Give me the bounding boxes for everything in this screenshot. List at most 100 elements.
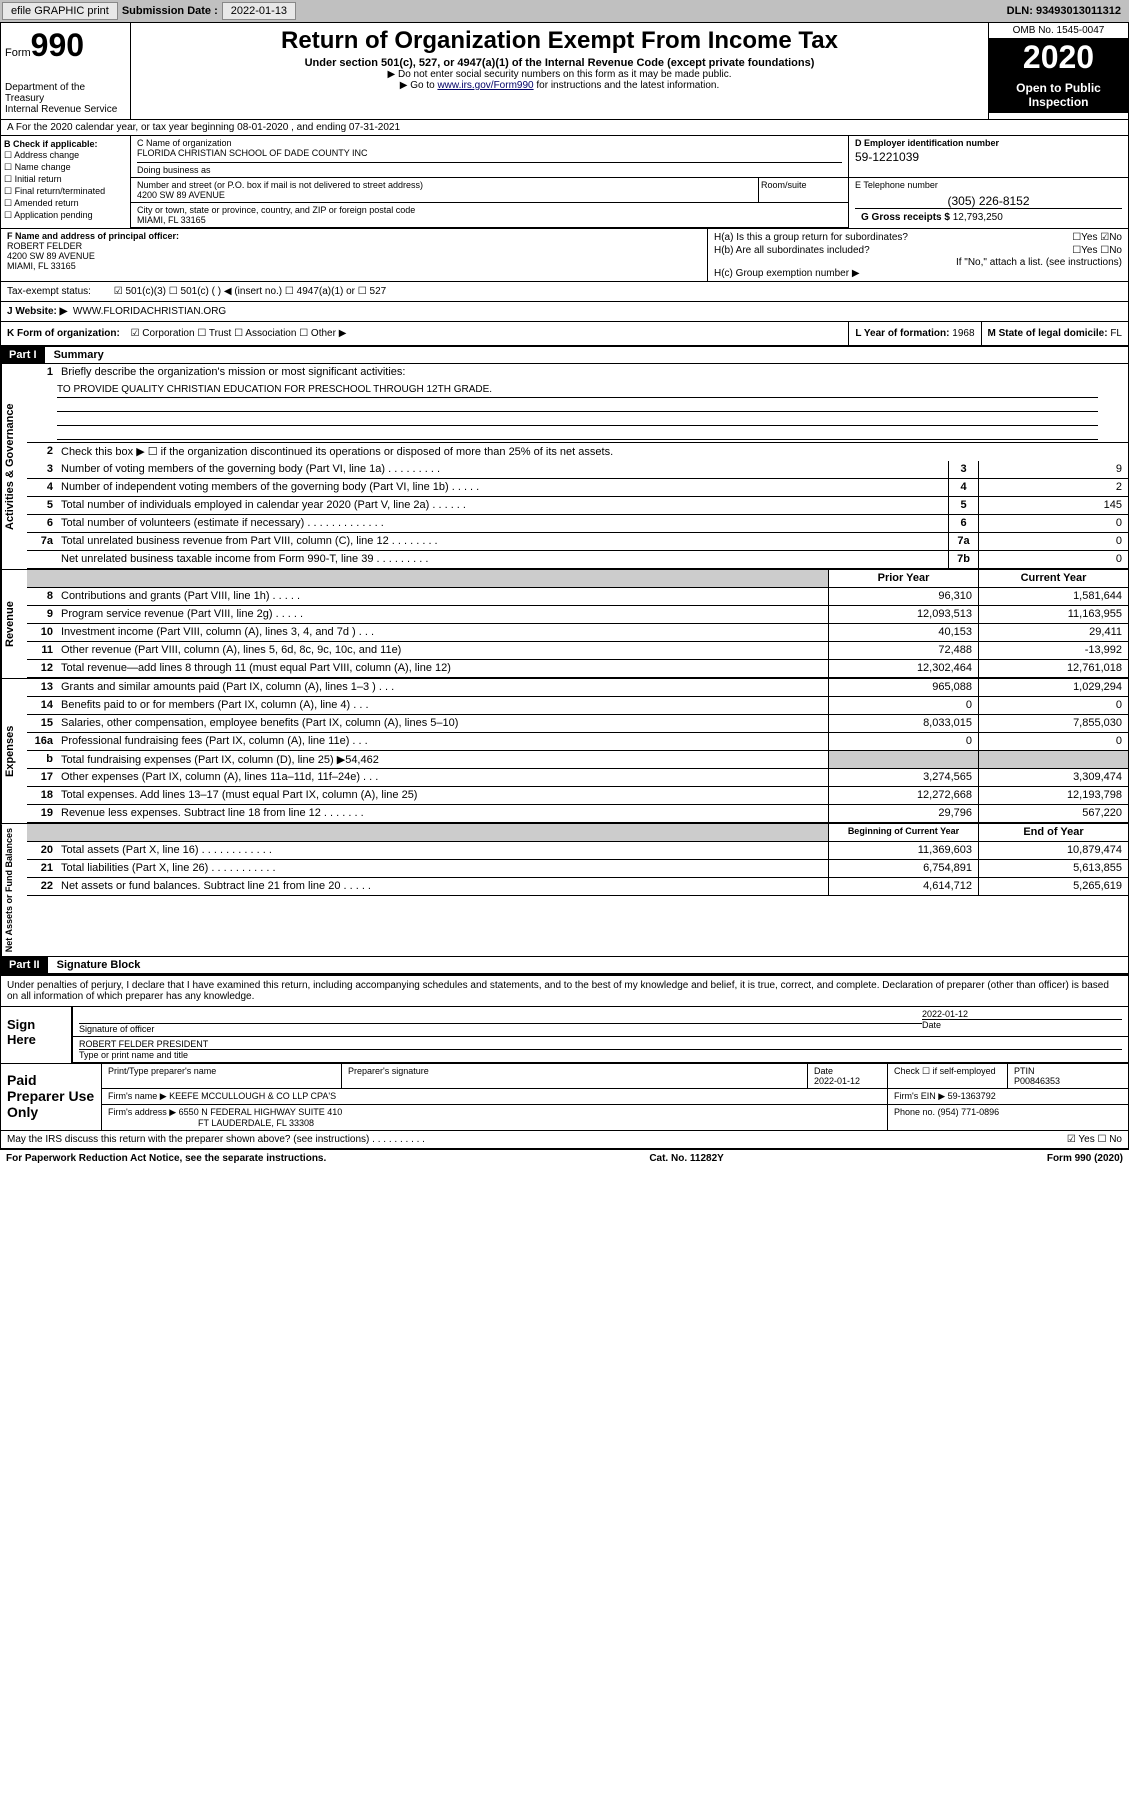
side-governance: Activities & Governance <box>1 364 27 569</box>
l11-cy: -13,992 <box>978 642 1128 659</box>
l5-text: Total number of individuals employed in … <box>57 497 948 514</box>
l18-py: 12,272,668 <box>828 787 978 804</box>
l5-val: 145 <box>978 497 1128 514</box>
gross-value: 12,793,250 <box>953 212 1003 223</box>
l17-cy: 3,309,474 <box>978 769 1128 786</box>
phone-value: (305) 226-8152 <box>855 194 1122 208</box>
l10-py: 40,153 <box>828 624 978 641</box>
l7a-val: 0 <box>978 533 1128 550</box>
firm-phone: (954) 771-0896 <box>938 1107 1000 1117</box>
ptin-value: P00846353 <box>1014 1076 1060 1086</box>
l14-py: 0 <box>828 697 978 714</box>
l17-text: Other expenses (Part IX, column (A), lin… <box>57 769 828 786</box>
i-options[interactable]: ☑ 501(c)(3) ☐ 501(c) ( ) ◀ (insert no.) … <box>114 286 387 297</box>
l6-text: Total number of volunteers (estimate if … <box>57 515 948 532</box>
prior-year-hdr: Prior Year <box>828 570 978 587</box>
k-options[interactable]: ☑ Corporation ☐ Trust ☐ Association ☐ Ot… <box>131 328 347 339</box>
l11-py: 72,488 <box>828 642 978 659</box>
hb-yn[interactable]: ☐Yes ☐No <box>1072 245 1122 256</box>
l16a-cy: 0 <box>978 733 1128 750</box>
l1-text: Briefly describe the organization's miss… <box>57 364 1128 382</box>
l12-text: Total revenue—add lines 8 through 11 (mu… <box>57 660 828 677</box>
topbar: efile GRAPHIC print Submission Date : 20… <box>0 0 1129 22</box>
ha-yn[interactable]: ☐Yes ☑No <box>1072 232 1122 243</box>
l22-text: Net assets or fund balances. Subtract li… <box>57 878 828 895</box>
l8-cy: 1,581,644 <box>978 588 1128 605</box>
l6-val: 0 <box>978 515 1128 532</box>
l19-text: Revenue less expenses. Subtract line 18 … <box>57 805 828 822</box>
i-label: Tax-exempt status: <box>7 286 91 297</box>
l22-b: 4,614,712 <box>828 878 978 895</box>
officer-street: 4200 SW 89 AVENUE <box>7 251 95 261</box>
chk-amended[interactable]: ☐ Amended return <box>4 198 127 209</box>
submission-date: 2022-01-13 <box>222 2 296 20</box>
efile-print-btn[interactable]: efile GRAPHIC print <box>2 2 118 20</box>
k-label: K Form of organization: <box>7 328 120 339</box>
dln: DLN: 93493013011312 <box>1007 5 1127 17</box>
l-value: 1968 <box>952 328 974 339</box>
chk-pending[interactable]: ☐ Application pending <box>4 210 127 221</box>
c-name-label: C Name of organization <box>137 138 842 148</box>
chk-name-change[interactable]: ☐ Name change <box>4 162 127 173</box>
l8-text: Contributions and grants (Part VIII, lin… <box>57 588 828 605</box>
hb-note: If "No," attach a list. (see instruction… <box>714 257 1122 268</box>
l20-e: 10,879,474 <box>978 842 1128 859</box>
goto-post: for instructions and the latest informat… <box>534 80 720 91</box>
mission-text: TO PROVIDE QUALITY CHRISTIAN EDUCATION F… <box>57 384 1098 398</box>
discuss-yn[interactable]: ☑ Yes ☐ No <box>1067 1134 1122 1145</box>
irs-link[interactable]: www.irs.gov/Form990 <box>437 80 533 91</box>
l16a-text: Professional fundraising fees (Part IX, … <box>57 733 828 750</box>
ein-value: 59-1221039 <box>855 150 1122 164</box>
chk-address-change[interactable]: ☐ Address change <box>4 150 127 161</box>
e-phone-label: E Telephone number <box>855 180 1122 190</box>
dba-label: Doing business as <box>137 162 842 175</box>
firm-name: KEEFE MCCULLOUGH & CO LLP CPA'S <box>169 1091 336 1101</box>
street-label: Number and street (or P.O. box if mail i… <box>137 180 752 190</box>
goto-pre: ▶ Go to <box>400 80 438 91</box>
form-990: Form990 Department of the Treasury Inter… <box>0 22 1129 1150</box>
firm-addr1: 6550 N FEDERAL HIGHWAY SUITE 410 <box>179 1107 343 1117</box>
l21-e: 5,613,855 <box>978 860 1128 877</box>
part2-header: Part II <box>1 957 48 973</box>
chk-initial-return[interactable]: ☐ Initial return <box>4 174 127 185</box>
l15-text: Salaries, other compensation, employee b… <box>57 715 828 732</box>
chk-final-return[interactable]: ☐ Final return/terminated <box>4 186 127 197</box>
l2-text: Check this box ▶ ☐ if the organization d… <box>57 443 1128 461</box>
row-a-taxyear: A For the 2020 calendar year, or tax yea… <box>1 120 1128 136</box>
l14-cy: 0 <box>978 697 1128 714</box>
l3-text: Number of voting members of the governin… <box>57 461 948 478</box>
l8-py: 96,310 <box>828 588 978 605</box>
part2-title: Signature Block <box>51 957 147 973</box>
l13-py: 965,088 <box>828 679 978 696</box>
footer-right: Form 990 (2020) <box>1047 1153 1123 1164</box>
form-word: Form <box>5 47 31 59</box>
form-title: Return of Organization Exempt From Incom… <box>135 27 984 55</box>
l9-cy: 11,163,955 <box>978 606 1128 623</box>
form-number: 990 <box>31 27 84 63</box>
room-label: Room/suite <box>758 178 848 202</box>
l11-text: Other revenue (Part VIII, column (A), li… <box>57 642 828 659</box>
l9-text: Program service revenue (Part VIII, line… <box>57 606 828 623</box>
f-label: F Name and address of principal officer: <box>7 231 179 241</box>
self-employed-chk[interactable]: Check ☐ if self-employed <box>888 1064 1008 1088</box>
city-value: MIAMI, FL 33165 <box>137 215 842 225</box>
part1-header: Part I <box>1 347 45 363</box>
footer-mid: Cat. No. 11282Y <box>649 1153 723 1164</box>
type-name-label: Type or print name and title <box>79 1049 1122 1060</box>
omb-number: OMB No. 1545-0047 <box>989 23 1128 39</box>
l10-text: Investment income (Part VIII, column (A)… <box>57 624 828 641</box>
footer-left: For Paperwork Reduction Act Notice, see … <box>6 1153 326 1164</box>
open-to-public: Open to Public Inspection <box>989 77 1128 113</box>
l18-text: Total expenses. Add lines 13–17 (must eq… <box>57 787 828 804</box>
prep-date: 2022-01-12 <box>814 1076 860 1086</box>
l4-val: 2 <box>978 479 1128 496</box>
officer-name: ROBERT FELDER <box>7 241 82 251</box>
tax-year: 2020 <box>989 39 1128 77</box>
l19-cy: 567,220 <box>978 805 1128 822</box>
date-label: Date <box>922 1019 1122 1030</box>
ssn-note: ▶ Do not enter social security numbers o… <box>135 69 984 80</box>
side-revenue: Revenue <box>1 570 27 678</box>
g-gross-label: G Gross receipts $ <box>861 212 950 223</box>
side-expenses: Expenses <box>1 679 27 823</box>
paid-preparer-label: Paid Preparer Use Only <box>1 1064 101 1130</box>
